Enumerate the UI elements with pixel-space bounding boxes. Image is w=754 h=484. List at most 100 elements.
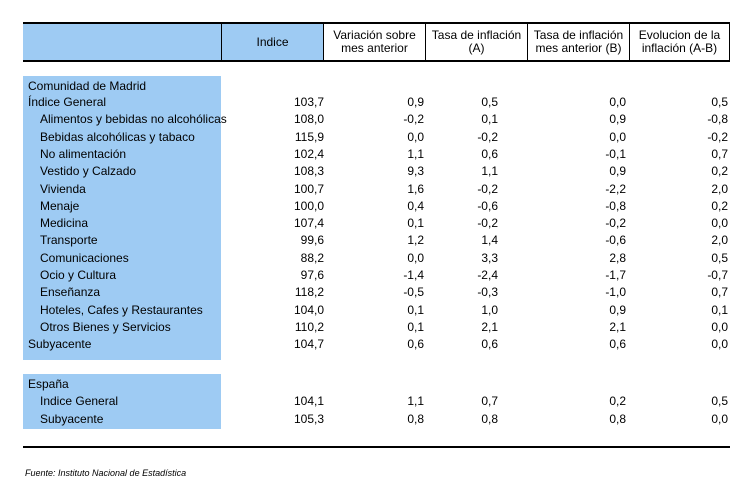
tasa-b-value: 0,9 [609,164,626,179]
row-label: Alimentos y bebidas no alcohólicas [40,112,227,127]
header-variacion: Variación sobre mes anterior [324,24,425,60]
evolucion-value: 0,2 [711,164,728,179]
tasa-a-value: 0,7 [481,394,498,408]
evolucion-value: 0,0 [711,216,728,231]
header-divider [425,24,426,60]
header-divider [527,24,528,60]
row-label: Bebidas alcohólicas y tabaco [40,129,195,144]
tasa-b-value: 2,8 [609,250,626,265]
header-tasa-a-line1: Tasa de inflación [431,28,522,42]
tasa-b-value: 0,9 [609,112,626,127]
indice-value: 97,6 [300,268,324,282]
section-title-espana: España [28,377,69,391]
evolucion-value: 0,5 [711,394,728,408]
tasa-b-value: 0,0 [609,95,626,109]
variacion-value: 0,0 [407,250,424,265]
row-label: Subyacente [40,412,104,426]
tasa-b-value: -1,7 [605,268,626,282]
indice-value: 99,6 [300,233,324,248]
tasa-a-value: 1,1 [481,164,498,179]
table-row: Comunicaciones 88,2 0,0 3,3 2,8 0,5 [0,250,754,267]
tasa-a-value: 0,1 [481,112,498,127]
top-rule [23,22,730,24]
variacion-value: 0,4 [407,198,424,213]
header-divider [629,24,630,60]
table-row: Indice General 104,1 1,1 0,7 0,2 0,5 [0,393,754,410]
tasa-b-value: -0,1 [605,146,626,161]
indice-value: 104,0 [293,302,324,317]
indice-value: 104,1 [293,394,324,408]
variacion-value: 0,6 [407,337,424,352]
table-row: Otros Bienes y Servicios 110,2 0,1 2,1 2,1 0,… [0,319,754,336]
indice-value: 108,0 [293,112,324,127]
header-evolucion-line1: Evolucion de la [638,28,721,42]
row-label: Subyacente [28,337,92,352]
header-evolucion: Evolucion de la inflación (A-B) [630,24,729,60]
row-label: Menaje [40,198,80,213]
bottom-rule [23,446,730,448]
row-label: Indice General [40,394,119,408]
header-evolucion-line2: inflación (A-B) [641,41,718,55]
row-label: Índice General [28,95,107,109]
tasa-a-value: 0,8 [481,412,498,426]
header-tasa-a-line2: (A) [468,41,485,55]
evolucion-value: 0,5 [711,95,728,109]
row-label: Comunicaciones [40,250,129,265]
tasa-a-value: -0,2 [477,216,498,231]
variacion-value: 1,1 [407,394,424,408]
variacion-value: 1,6 [407,181,424,196]
tasa-a-value: 0,5 [481,95,498,109]
section-title-madrid: Comunidad de Madrid [28,79,147,93]
variacion-value: 1,1 [407,146,424,161]
evolucion-value: 2,0 [711,181,728,196]
evolucion-value: -0,7 [707,268,728,282]
variacion-value: 0,1 [407,216,424,231]
table-row: Enseñanza 118,2 -0,5 -0,3 -1,0 0,7 [0,284,754,301]
row-label: Enseñanza [40,285,101,300]
header-divider [729,24,730,60]
tasa-b-value: 2,1 [609,319,626,334]
indice-value: 104,7 [293,337,324,352]
evolucion-value: 0,2 [711,198,728,213]
tasa-b-value: -0,8 [605,198,626,213]
row-label: Ocio y Cultura [40,268,117,282]
tasa-b-value: -0,6 [605,233,626,248]
variacion-value: 0,0 [407,129,424,144]
tasa-b-value: 0,0 [609,129,626,144]
tasa-b-value: -0,2 [605,216,626,231]
tasa-a-value: 1,4 [481,233,498,248]
source-note: Fuente: Instituto Nacional de Estadístic… [25,468,187,478]
tasa-a-value: 3,3 [481,250,498,265]
variacion-value: 0,1 [407,302,424,317]
evolucion-value: 0,0 [711,412,728,426]
table-row: Bebidas alcohólicas y tabaco 115,9 0,0 -0,2… [0,129,754,146]
espana-label-fill [23,374,221,429]
header-divider [323,24,324,60]
tasa-a-value: -0,2 [477,181,498,196]
indice-value: 100,0 [293,198,324,213]
variacion-value: 1,2 [407,233,424,248]
header-tasa-b: Tasa de inflación mes anterior (B) [528,24,629,60]
row-label: No alimentación [40,146,127,161]
header-indice-text: Indice [256,34,289,49]
indice-value: 110,2 [294,319,324,334]
header-tasa-a: Tasa de inflación (A) [426,24,527,60]
tasa-b-value: 0,2 [609,394,626,408]
tasa-b-value: -1,0 [605,285,626,300]
table-row: Menaje 100,0 0,4 -0,6 -0,8 0,2 [0,198,754,215]
indice-value: 100,7 [293,181,324,196]
table-row: Índice General 103,7 0,9 0,5 0,0 0,5 [0,94,754,111]
table-row: No alimentación 102,4 1,1 0,6 -0,1 0,7 [0,146,754,163]
tasa-a-value: -0,6 [477,198,498,213]
table-row: Transporte 99,6 1,2 1,4 -0,6 2,0 [0,232,754,249]
variacion-value: 0,9 [407,95,424,109]
evolucion-value: 0,7 [711,146,728,161]
header-tasa-b-line2: mes anterior (B) [535,41,622,55]
tasa-a-value: 0,6 [481,146,498,161]
variacion-value: 0,1 [407,319,424,334]
tasa-a-value: -2,4 [477,268,498,282]
tasa-a-value: -0,2 [477,129,498,144]
tasa-b-value: -2,2 [605,181,626,196]
indice-value: 107,4 [293,216,324,231]
table-row: Vestido y Calzado 108,3 9,3 1,1 0,9 0,2 [0,163,754,180]
